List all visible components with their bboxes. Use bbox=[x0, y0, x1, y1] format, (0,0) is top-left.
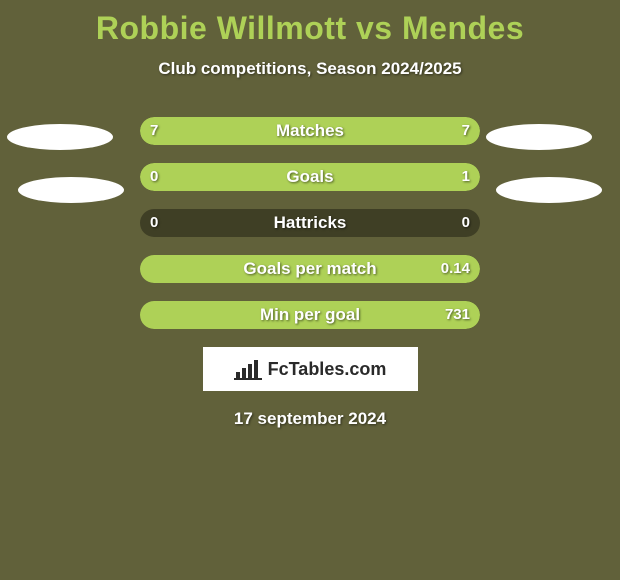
decorative-ellipse bbox=[7, 124, 113, 150]
bar-chart-icon bbox=[234, 358, 262, 380]
date-text: 17 september 2024 bbox=[0, 409, 620, 429]
stat-row: 0.14Goals per match bbox=[0, 255, 620, 283]
decorative-ellipse bbox=[496, 177, 602, 203]
bar-right-fill bbox=[310, 117, 480, 145]
value-right: 7 bbox=[462, 117, 470, 145]
bar-track bbox=[140, 209, 480, 237]
bar-track bbox=[140, 117, 480, 145]
decorative-ellipse bbox=[18, 177, 124, 203]
value-left: 0 bbox=[150, 163, 158, 191]
subtitle: Club competitions, Season 2024/2025 bbox=[0, 59, 620, 79]
bar-track bbox=[140, 163, 480, 191]
value-left: 0 bbox=[150, 209, 158, 237]
brand-text: FcTables.com bbox=[268, 359, 387, 380]
value-left: 7 bbox=[150, 117, 158, 145]
decorative-ellipse bbox=[486, 124, 592, 150]
stat-row: 731Min per goal bbox=[0, 301, 620, 329]
stat-row: 00Hattricks bbox=[0, 209, 620, 237]
bar-track bbox=[140, 301, 480, 329]
comparison-card: Robbie Willmott vs Mendes Club competiti… bbox=[0, 0, 620, 580]
value-right: 0 bbox=[462, 209, 470, 237]
value-right: 731 bbox=[445, 301, 470, 329]
value-right: 0.14 bbox=[441, 255, 470, 283]
bar-right-fill bbox=[201, 163, 480, 191]
brand-badge: FcTables.com bbox=[203, 347, 418, 391]
bar-right-fill bbox=[140, 255, 480, 283]
bar-track bbox=[140, 255, 480, 283]
bar-left-fill bbox=[140, 117, 310, 145]
page-title: Robbie Willmott vs Mendes bbox=[0, 0, 620, 47]
value-right: 1 bbox=[462, 163, 470, 191]
bar-right-fill bbox=[140, 301, 480, 329]
